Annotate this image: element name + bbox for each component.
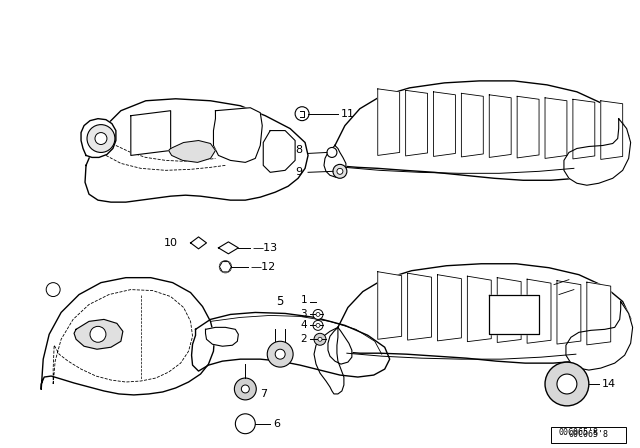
Polygon shape xyxy=(566,302,632,370)
Circle shape xyxy=(337,168,343,174)
Polygon shape xyxy=(497,278,521,342)
Text: 6: 6 xyxy=(273,419,280,429)
Circle shape xyxy=(268,341,293,367)
Polygon shape xyxy=(131,111,171,155)
Text: 00C065'8: 00C065'8 xyxy=(569,430,609,439)
Polygon shape xyxy=(557,280,581,344)
Polygon shape xyxy=(169,141,216,162)
Text: 3: 3 xyxy=(300,310,307,319)
Circle shape xyxy=(545,362,589,406)
Polygon shape xyxy=(438,275,461,341)
Polygon shape xyxy=(467,276,492,342)
Polygon shape xyxy=(406,90,428,156)
Text: 8: 8 xyxy=(295,146,302,155)
Polygon shape xyxy=(74,319,123,349)
Text: 14: 14 xyxy=(602,379,616,389)
Text: —13: —13 xyxy=(252,243,277,253)
Polygon shape xyxy=(218,242,238,254)
Polygon shape xyxy=(220,262,232,272)
Text: 10: 10 xyxy=(164,238,178,248)
Circle shape xyxy=(241,385,250,393)
Polygon shape xyxy=(461,93,483,157)
Text: 9: 9 xyxy=(295,167,302,177)
Circle shape xyxy=(275,349,285,359)
Circle shape xyxy=(46,283,60,297)
Polygon shape xyxy=(334,81,628,180)
Circle shape xyxy=(90,326,106,342)
Circle shape xyxy=(313,320,323,330)
FancyBboxPatch shape xyxy=(551,427,626,443)
Circle shape xyxy=(316,312,320,316)
Polygon shape xyxy=(408,273,431,340)
Text: 2: 2 xyxy=(300,334,307,344)
Text: 11: 11 xyxy=(341,109,355,119)
Circle shape xyxy=(314,333,326,345)
Polygon shape xyxy=(573,99,595,159)
Text: 5: 5 xyxy=(276,295,284,308)
Polygon shape xyxy=(517,96,539,158)
Text: 1: 1 xyxy=(300,294,307,305)
Circle shape xyxy=(557,374,577,394)
Circle shape xyxy=(236,414,255,434)
Polygon shape xyxy=(41,278,214,395)
Polygon shape xyxy=(214,108,262,162)
Polygon shape xyxy=(81,119,116,157)
Polygon shape xyxy=(85,99,308,202)
Text: —12: —12 xyxy=(250,262,276,272)
Circle shape xyxy=(333,164,347,178)
Circle shape xyxy=(327,147,337,157)
Circle shape xyxy=(220,261,232,273)
Circle shape xyxy=(95,133,107,145)
Polygon shape xyxy=(489,95,511,157)
Polygon shape xyxy=(489,294,539,334)
Polygon shape xyxy=(564,119,630,185)
Polygon shape xyxy=(545,98,567,159)
Polygon shape xyxy=(314,327,344,394)
Circle shape xyxy=(318,337,322,341)
Polygon shape xyxy=(433,92,456,156)
Text: 00C065'8: 00C065'8 xyxy=(559,428,599,437)
Polygon shape xyxy=(324,146,346,177)
Polygon shape xyxy=(587,282,611,345)
Polygon shape xyxy=(263,130,295,172)
Circle shape xyxy=(313,310,323,319)
Circle shape xyxy=(234,378,256,400)
Polygon shape xyxy=(601,101,623,159)
Polygon shape xyxy=(328,327,352,364)
Text: 4: 4 xyxy=(300,320,307,330)
Circle shape xyxy=(295,107,309,121)
Polygon shape xyxy=(191,237,207,249)
Polygon shape xyxy=(191,312,390,377)
Polygon shape xyxy=(378,89,399,155)
Polygon shape xyxy=(336,264,630,363)
Polygon shape xyxy=(205,327,238,346)
Polygon shape xyxy=(378,271,402,339)
Polygon shape xyxy=(527,279,551,343)
Circle shape xyxy=(316,323,320,327)
Circle shape xyxy=(87,125,115,152)
Text: 7: 7 xyxy=(260,389,268,399)
